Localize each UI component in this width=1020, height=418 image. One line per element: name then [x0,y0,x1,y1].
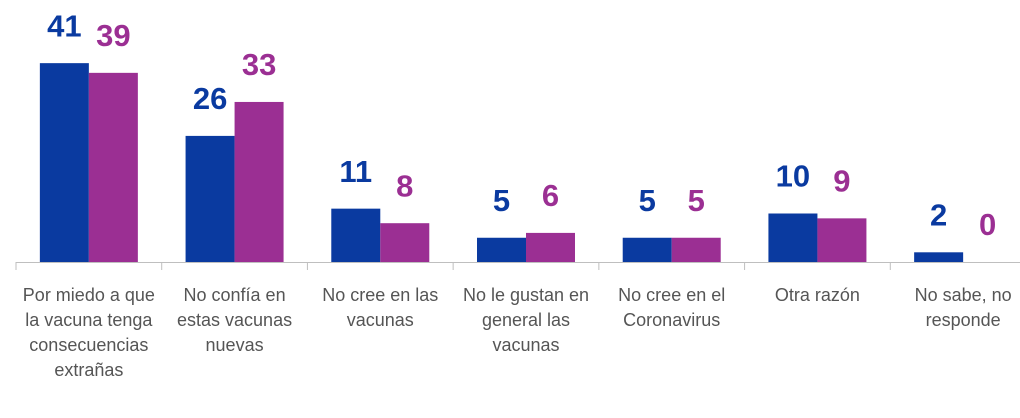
bar [622,237,672,262]
bar [768,213,818,262]
value-label: 26 [193,81,227,116]
bar [477,237,526,262]
x-tick-label: No cree en el Coronavirus [618,285,726,330]
value-label: 5 [639,183,656,218]
value-label: 5 [688,183,705,218]
x-tick-label: No confía en estas vacunas nuevas [177,285,293,355]
value-label: 9 [833,164,850,199]
value-label: 11 [339,154,372,189]
bar [671,237,721,262]
bar [817,218,867,262]
x-tick-label: Otra razón [774,285,860,305]
value-label: 10 [776,159,810,194]
value-label: 0 [979,207,996,242]
x-tick-label: No cree en las vacunas [322,285,439,330]
bar [39,63,89,263]
value-label: 2 [930,197,947,232]
bar [526,232,575,262]
x-tick-label: No sabe, no responde [914,285,1012,330]
value-label: 33 [242,47,276,82]
x-tick-label: No le gustan en general las vacunas [462,285,590,355]
bar [331,208,381,262]
value-label: 41 [47,8,81,43]
value-label: 39 [96,18,130,53]
bar [234,101,284,262]
bar [88,72,138,262]
value-label: 8 [396,168,413,203]
bar [380,223,430,262]
x-tick-label: Por miedo a que la vacuna tenga consecue… [22,285,155,380]
value-label: 5 [493,183,510,218]
bar [914,252,964,262]
value-label: 6 [542,178,559,213]
bar [185,135,235,262]
